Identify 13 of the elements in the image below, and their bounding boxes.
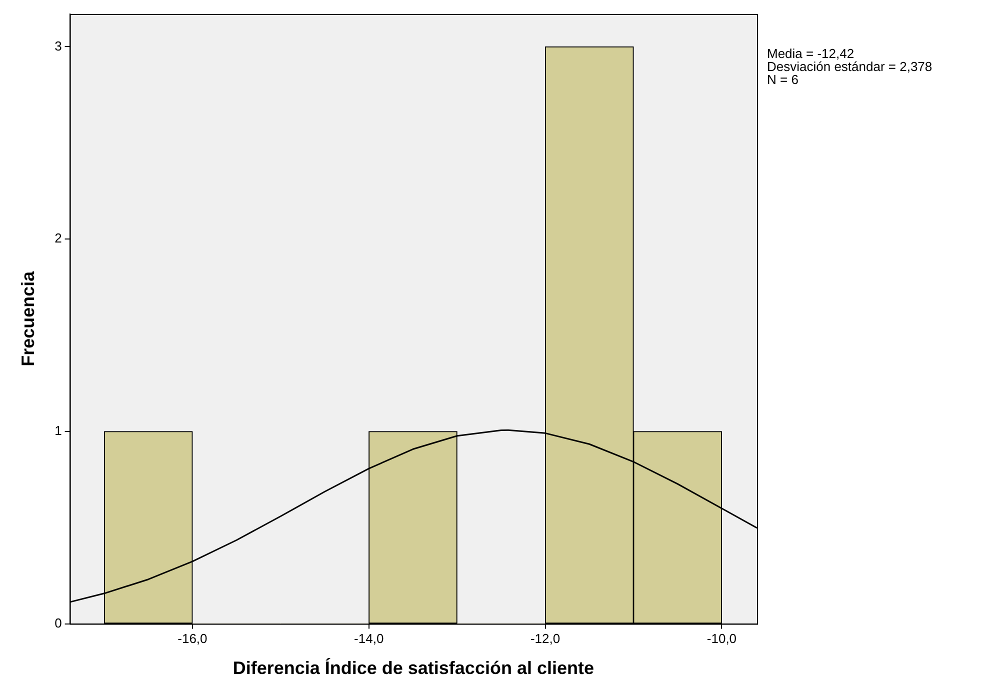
y-tick-label: 1: [54, 423, 62, 438]
text: Media = -12,42: [767, 46, 854, 62]
x-tick-label: -10,0: [706, 631, 737, 646]
y-tick-label: 2: [54, 230, 62, 246]
text: N = 6: [767, 72, 798, 88]
x-axis-title: Diferencia Índice de satisfacción al cliente: [232, 658, 594, 678]
y-tick-label: 3: [54, 38, 62, 54]
x-tick-label: -16,0: [178, 631, 208, 646]
text: Desviación estándar = 2,378: [767, 59, 932, 74]
y-tick-label: 0: [54, 615, 62, 630]
y-axis-title: Frecuencia: [18, 270, 38, 366]
x-tick-label: -14,0: [354, 631, 384, 646]
x-tick-label: -12,0: [530, 631, 560, 646]
